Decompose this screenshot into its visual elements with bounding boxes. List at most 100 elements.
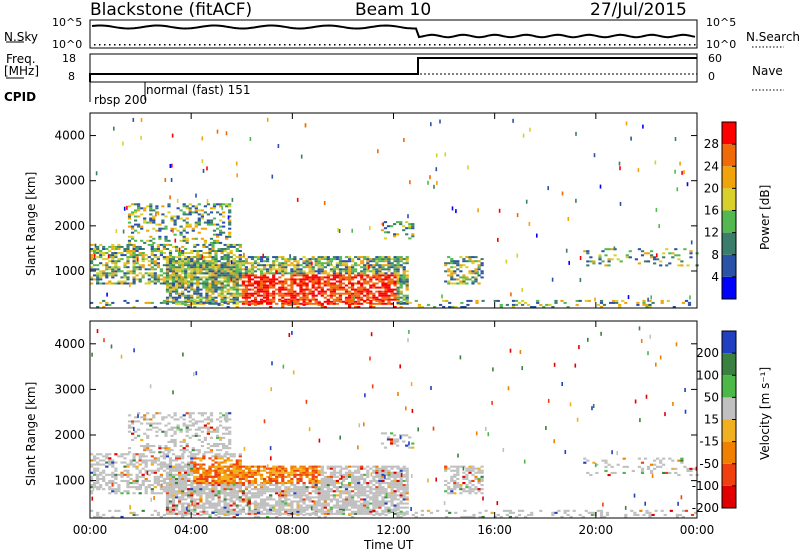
echo-cell <box>308 268 312 271</box>
echo-cell <box>247 300 251 303</box>
echo-cell <box>320 272 324 275</box>
echo-cell <box>247 479 251 482</box>
nsearch-dot <box>484 44 486 46</box>
echo-cell <box>405 498 409 501</box>
echo-cell <box>158 451 162 454</box>
echo-cell <box>393 512 397 515</box>
echo-cell <box>272 477 276 480</box>
echo-cell <box>96 245 100 248</box>
echo-point <box>575 131 577 136</box>
nsearch-dot <box>619 44 621 46</box>
echo-cell <box>144 301 148 304</box>
echo-cell <box>387 288 391 291</box>
echo-cell <box>284 490 288 493</box>
echo-cell <box>123 250 127 252</box>
echo-cell <box>465 276 469 279</box>
nsearch-dot <box>614 44 616 46</box>
echo-cell <box>399 276 403 279</box>
echo-cell <box>387 256 391 259</box>
echo-point <box>171 163 173 168</box>
echo-cell <box>317 256 321 259</box>
echo-cell <box>187 502 191 505</box>
echo-cell <box>260 498 264 501</box>
echo-cell <box>648 303 652 306</box>
echo-point <box>529 127 531 132</box>
echo-cell <box>153 461 157 464</box>
echo-cell <box>168 270 173 273</box>
echo-cell <box>448 306 452 308</box>
echo-cell <box>335 296 339 299</box>
echo-cell <box>344 270 349 273</box>
echo-cell <box>156 463 160 466</box>
echo-cell <box>366 268 370 271</box>
echo-cell <box>607 260 611 263</box>
echo-cell <box>384 276 388 279</box>
echo-cell <box>235 492 239 495</box>
echo-cell <box>202 453 206 456</box>
echo-cell <box>263 492 267 495</box>
echo-cell <box>399 296 403 299</box>
echo-cell <box>190 457 194 460</box>
echo-cell <box>178 469 182 472</box>
echo-cell <box>96 276 100 279</box>
echo-cell <box>453 266 457 269</box>
echo-cell <box>203 221 207 224</box>
echo-point <box>337 228 339 233</box>
echo-cell <box>188 213 192 216</box>
echo-cell <box>399 496 403 499</box>
echo-cell <box>209 237 214 240</box>
echo-cell <box>296 469 300 472</box>
echo-cell <box>238 467 242 470</box>
echo-cell <box>308 504 312 507</box>
echo-cell <box>554 299 558 302</box>
echo-cell <box>278 508 282 511</box>
echo-cell <box>114 274 118 277</box>
echo-cell <box>217 266 221 269</box>
echo-cell <box>263 488 267 491</box>
echo-cell <box>387 276 391 279</box>
echo-cell <box>311 484 315 487</box>
echo-cell <box>150 463 154 466</box>
echo-cell <box>190 286 194 289</box>
echo-cell <box>235 465 239 468</box>
echo-cell <box>182 235 186 238</box>
echo-cell <box>223 496 227 499</box>
echo-cell <box>190 484 194 487</box>
echo-cell <box>348 256 352 259</box>
echo-cell <box>293 266 297 269</box>
echo-cell <box>205 284 209 287</box>
echo-cell <box>360 492 364 495</box>
echo-cell <box>226 266 230 269</box>
echo-cell <box>278 290 282 293</box>
echo-cell <box>247 302 251 305</box>
echo-cell <box>390 294 394 297</box>
echo-cell <box>126 465 130 468</box>
echo-point <box>429 175 431 180</box>
echo-cell <box>317 479 321 482</box>
echo-cell <box>396 482 400 485</box>
echo-cell <box>214 280 218 283</box>
echo-cell <box>317 270 321 273</box>
echo-cell <box>232 282 236 285</box>
echo-cell <box>114 248 118 250</box>
echo-cell <box>260 465 264 468</box>
echo-cell <box>117 484 121 487</box>
echo-cell <box>390 288 394 291</box>
echo-cell <box>170 449 174 452</box>
echo-cell <box>170 438 174 441</box>
echo-cell <box>167 449 171 452</box>
echo-cell <box>131 231 135 234</box>
echo-cell <box>168 296 173 299</box>
echo-cell <box>320 490 324 493</box>
echo-cell <box>360 465 364 468</box>
echo-cell <box>305 276 309 279</box>
echo-cell <box>396 502 400 505</box>
echo-cell <box>220 270 224 273</box>
echo-cell <box>311 508 315 511</box>
echo-cell <box>326 488 330 491</box>
echo-cell <box>314 467 318 470</box>
echo-cell <box>335 479 339 482</box>
echo-cell <box>332 467 336 470</box>
echo-cell <box>329 482 333 485</box>
echo-cell <box>150 245 154 248</box>
